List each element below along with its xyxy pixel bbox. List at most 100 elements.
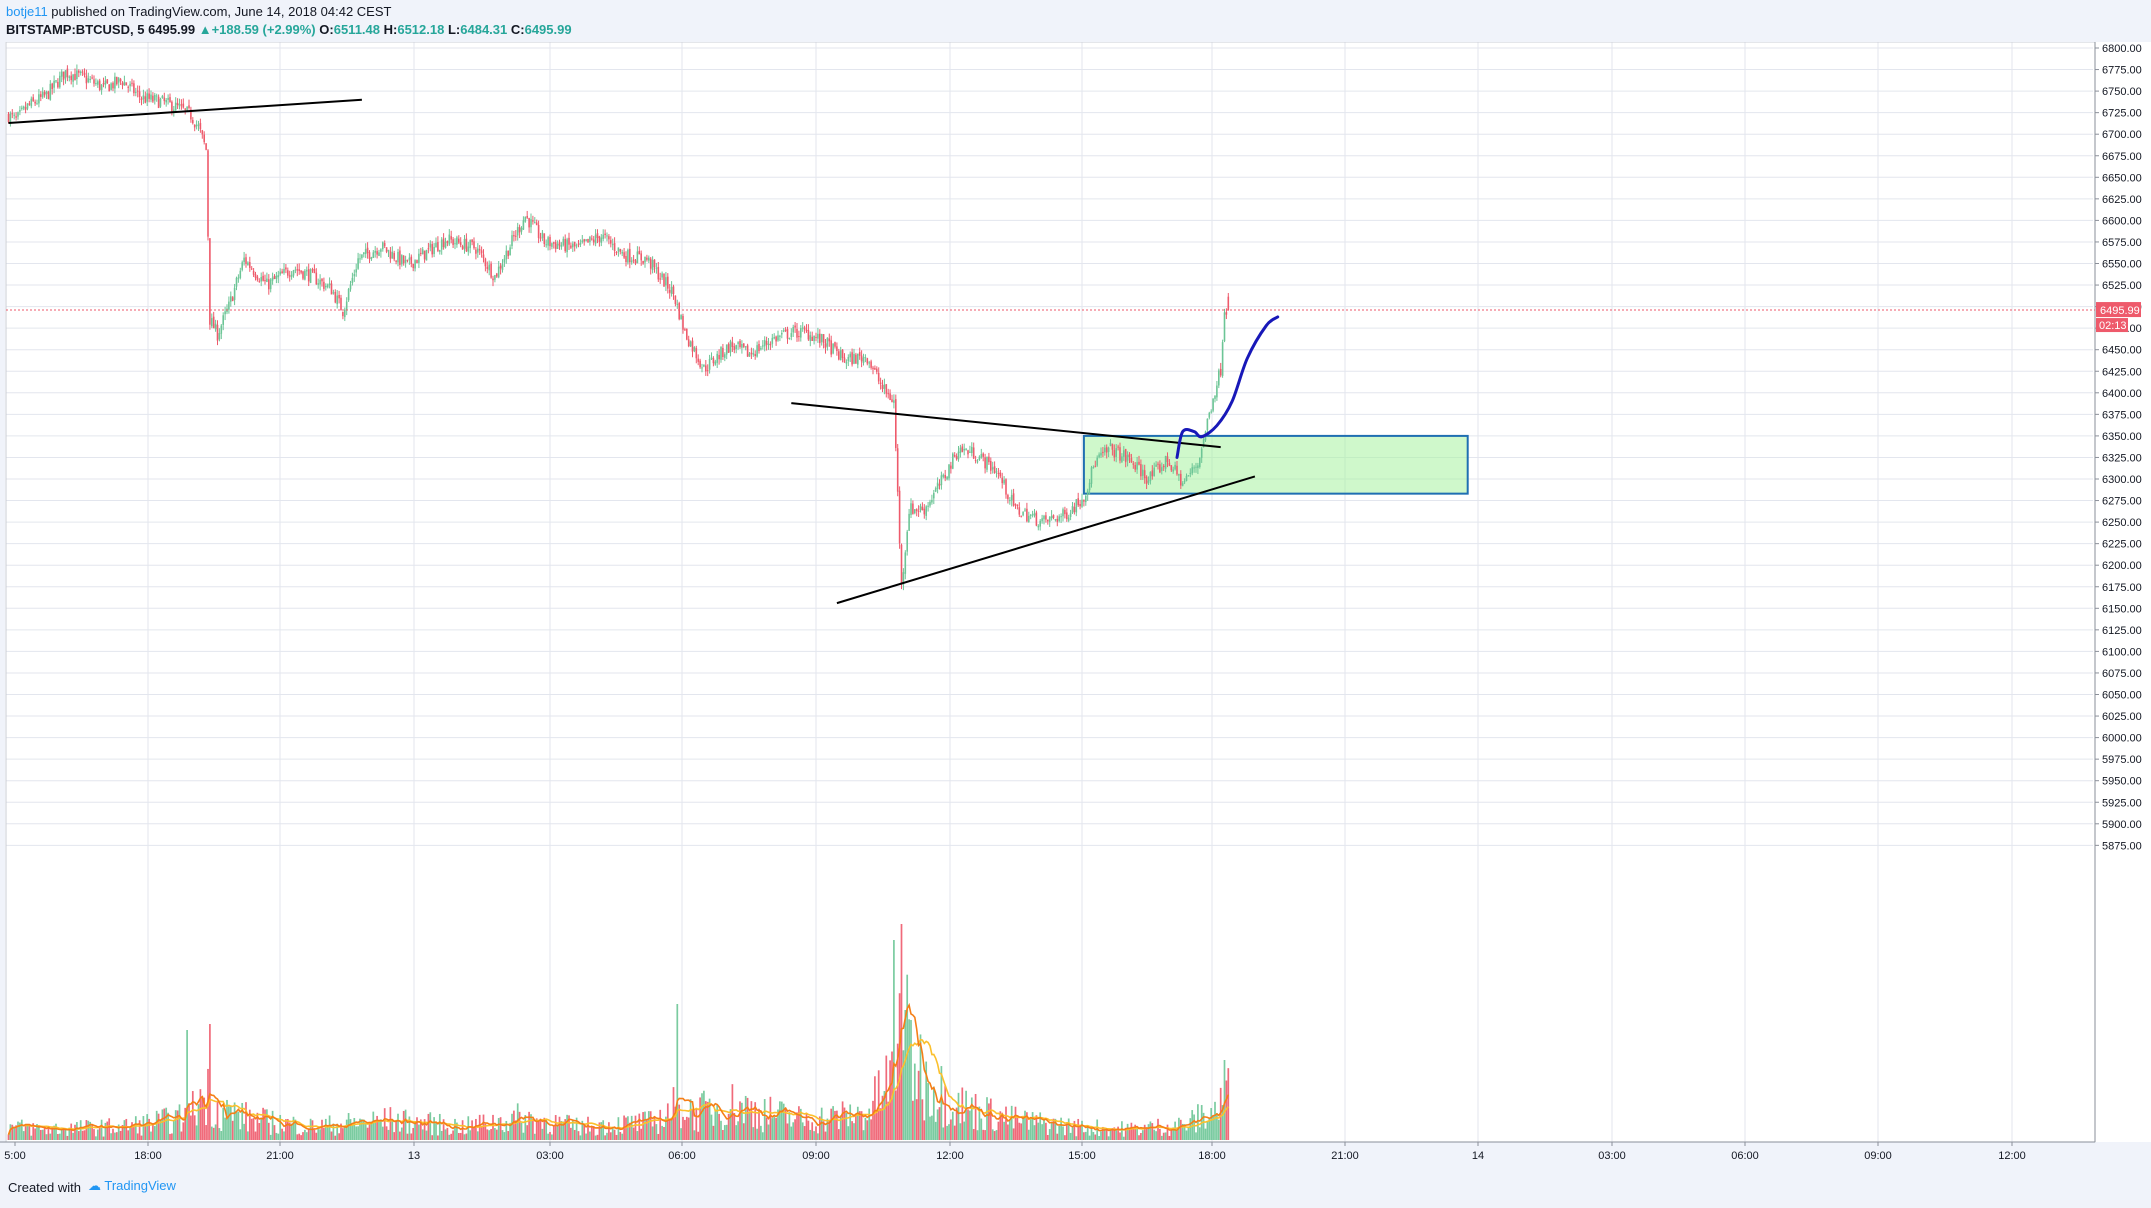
candle-body xyxy=(347,289,350,301)
chart-area[interactable]: 6800.00 6775.00 6750.00 6725.00 6700.00 6675.… xyxy=(0,42,2151,1166)
candle-body xyxy=(262,275,264,281)
volume-bar xyxy=(153,1126,156,1140)
volume-bar xyxy=(948,1124,950,1140)
candle-body xyxy=(1159,464,1161,473)
publish-info: botje11 published on TradingView.com, Ju… xyxy=(6,4,391,19)
volume-moving-averages xyxy=(7,1002,1230,1136)
volume-bar xyxy=(993,1131,996,1140)
chart-header: botje11 published on TradingView.com, Ju… xyxy=(0,0,2151,42)
volume-bar xyxy=(260,1117,263,1140)
y-tick-label: 6775.00 xyxy=(2102,65,2142,77)
candle-body xyxy=(249,262,251,268)
candle-body xyxy=(171,101,173,112)
candle-body xyxy=(1003,479,1005,484)
volume-bar xyxy=(102,1136,105,1140)
volume-bar xyxy=(826,1118,829,1140)
candle-body xyxy=(952,453,954,469)
volume-bar xyxy=(786,1123,789,1140)
candle-body xyxy=(581,240,584,243)
candle-body xyxy=(326,284,329,288)
candle-body xyxy=(1166,456,1169,463)
volume-bar xyxy=(972,1129,975,1140)
candle-body xyxy=(860,355,863,362)
candle-body xyxy=(152,95,154,102)
volume-bar xyxy=(817,1133,819,1140)
trendlines[interactable] xyxy=(8,98,1256,605)
candle-body xyxy=(763,339,766,347)
candle-body xyxy=(541,232,544,238)
candle-body xyxy=(382,242,384,250)
candle-body xyxy=(338,294,340,299)
volume-bar xyxy=(1189,1118,1192,1140)
candle-body xyxy=(608,236,610,240)
candle-body xyxy=(1096,457,1098,466)
volume-bar xyxy=(805,1113,808,1140)
candle-body xyxy=(418,253,420,263)
candle-body xyxy=(435,242,437,248)
time-axis[interactable]: 5:00 18:00 21:00 13 03:00 06:00 09:00 12:00 15:0… xyxy=(0,1141,2095,1162)
candle-body xyxy=(370,257,373,260)
volume-bar xyxy=(807,1120,810,1140)
y-tick-label: 6250.00 xyxy=(2102,517,2142,529)
volume-bar xyxy=(1010,1105,1013,1140)
price-axis[interactable]: 6800.00 6775.00 6750.00 6725.00 6700.00 6675.… xyxy=(2094,42,2151,1142)
volume-bar xyxy=(222,1107,225,1140)
candle-body xyxy=(638,250,641,255)
candle-body xyxy=(632,259,635,261)
volume-bar xyxy=(136,1133,139,1140)
candle-body xyxy=(205,143,207,150)
candle-body xyxy=(180,104,183,106)
volume-bar xyxy=(330,1131,333,1140)
candle-body xyxy=(421,249,424,255)
volume-bar xyxy=(364,1124,367,1140)
candle-body xyxy=(302,271,304,279)
volume-bar xyxy=(716,1104,719,1140)
volume-bar xyxy=(991,1129,994,1140)
candle-body xyxy=(214,323,217,330)
candle-body xyxy=(503,258,506,263)
candle-body xyxy=(165,100,167,103)
projection-curve[interactable] xyxy=(1175,315,1280,459)
volume-bar xyxy=(13,1126,16,1140)
candle-body xyxy=(26,103,29,109)
price-chart[interactable]: 6800.00 6775.00 6750.00 6725.00 6700.00 6675.… xyxy=(0,42,2151,1166)
candle-body xyxy=(938,484,941,486)
volume-bar xyxy=(849,1104,852,1140)
candle-body xyxy=(786,329,789,339)
candle-body xyxy=(1064,509,1066,515)
support-zone[interactable] xyxy=(1082,434,1469,495)
candle-body xyxy=(1138,461,1140,465)
candle-body xyxy=(1039,520,1041,527)
symbol-label[interactable]: BITSTAMP:BTCUSD, 5 xyxy=(6,22,145,37)
volume-bar xyxy=(594,1135,597,1140)
candle-body xyxy=(528,218,530,228)
candle-body xyxy=(556,243,559,249)
volume-bar xyxy=(414,1121,416,1140)
volume-bar xyxy=(343,1125,346,1140)
volume-bar xyxy=(70,1123,73,1140)
tradingview-logo[interactable]: ☁ TradingView xyxy=(88,1178,176,1193)
volume-bar xyxy=(220,1131,223,1140)
volume-bar xyxy=(771,1118,774,1140)
volume-bar xyxy=(399,1131,401,1140)
volume-bar xyxy=(651,1126,654,1140)
candle-body xyxy=(1136,462,1138,470)
volume-bar xyxy=(625,1117,627,1140)
countdown-tag xyxy=(2096,318,2128,333)
candle-body xyxy=(78,70,80,73)
candle-body xyxy=(881,384,884,390)
candle-body xyxy=(1024,509,1026,511)
volume-bar xyxy=(269,1134,272,1140)
candle-body xyxy=(904,552,907,574)
volume-bar xyxy=(910,1020,912,1140)
candle-body xyxy=(446,241,449,243)
candle-body xyxy=(368,252,371,259)
author-link[interactable]: botje11 xyxy=(6,4,48,19)
volume-bar xyxy=(34,1128,36,1140)
volume-bar xyxy=(535,1118,538,1140)
candle-body xyxy=(587,238,589,243)
candle-body xyxy=(95,83,97,85)
candle-body xyxy=(125,82,128,86)
volume-bar xyxy=(302,1132,304,1140)
candle-body xyxy=(532,220,534,222)
